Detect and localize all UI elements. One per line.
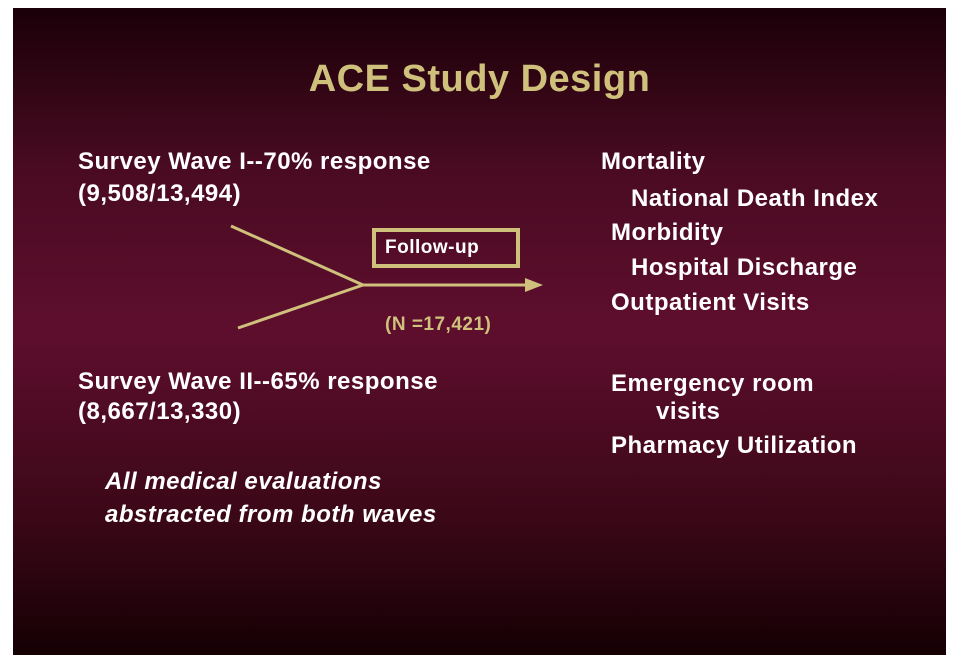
followup-n: (N =17,421) [385, 314, 492, 335]
outcome: Pharmacy Utilization [611, 432, 858, 459]
outcome: National Death Index [631, 185, 879, 212]
title: ACE Study Design [308, 58, 651, 100]
outcome: Mortality [601, 148, 706, 175]
wave1-line1: Survey Wave I--70% response [78, 148, 431, 175]
outcome: visits [656, 398, 721, 425]
slide: ACE Study Design Survey Wave I--70% resp… [13, 8, 946, 655]
followup-label: Follow-up [385, 237, 480, 258]
arrows [230, 224, 543, 330]
outcome: Hospital Discharge [631, 254, 858, 281]
outcome: Outpatient Visits [611, 289, 810, 316]
note-line2: abstracted from both waves [105, 501, 437, 528]
outcome: Emergency room [611, 370, 815, 397]
note-line1: All medical evaluations [105, 468, 382, 495]
wave1-line2: (9,508/13,494) [78, 180, 242, 207]
outcome: Morbidity [611, 219, 724, 246]
wave2-line2: (8,667/13,330) [78, 398, 242, 425]
wave2-line1: Survey Wave II--65% response [78, 368, 438, 395]
